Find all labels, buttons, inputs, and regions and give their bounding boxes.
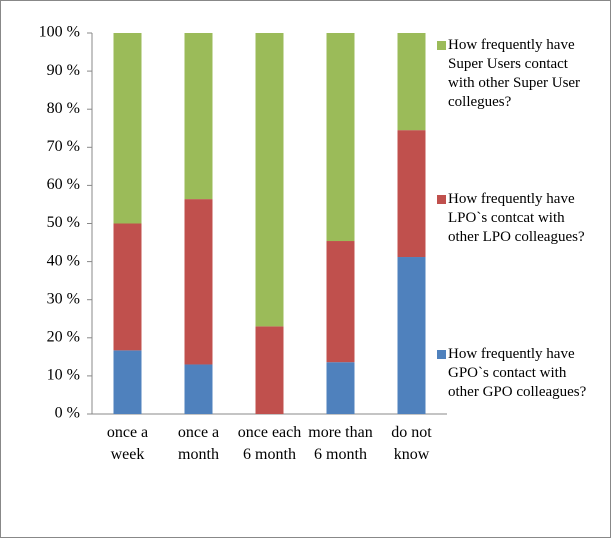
bar-segment [397,130,426,258]
legend-swatch [437,41,446,50]
legend-label: How frequently have GPO`s contact with o… [448,346,587,400]
bar-segment [326,241,355,363]
x-tick-label: do not know [391,424,432,463]
y-tick-label: 30 % [47,290,80,307]
y-tick-label: 70 % [47,138,80,155]
y-tick-label: 10 % [47,367,80,384]
y-tick-label: 50 % [47,214,80,231]
x-tick-label: once each 6 month [237,424,302,463]
bar-segment [255,33,284,327]
legend-swatch [437,195,446,204]
y-tick-label: 40 % [47,252,80,269]
bar-segment [326,362,355,414]
legend-label: How frequently have Super Users contact … [448,37,581,110]
bar-segment [113,33,142,224]
bar-segment [326,33,355,242]
bar-segment [184,33,213,200]
x-tick-label: more than 6 month [308,424,373,463]
legend-swatch [437,350,446,359]
bar-segment [113,350,142,414]
bar-segment [113,223,142,351]
y-tick-label: 20 % [47,328,80,345]
x-tick-label: once a month [177,424,220,463]
bar-segment [397,257,426,414]
y-tick-label: 0 % [55,405,80,422]
y-tick-label: 80 % [47,100,80,117]
bar-segment [255,326,284,414]
legend-label: How frequently have LPO`s contcat with o… [448,191,585,245]
bar-segment [397,33,426,131]
y-tick-label: 60 % [47,176,80,193]
y-tick-label: 100 % [39,24,80,41]
y-tick-label: 90 % [47,62,80,79]
x-tick-label: once a week [106,424,149,463]
bar-segment [184,199,213,365]
bar-segment [184,364,213,414]
